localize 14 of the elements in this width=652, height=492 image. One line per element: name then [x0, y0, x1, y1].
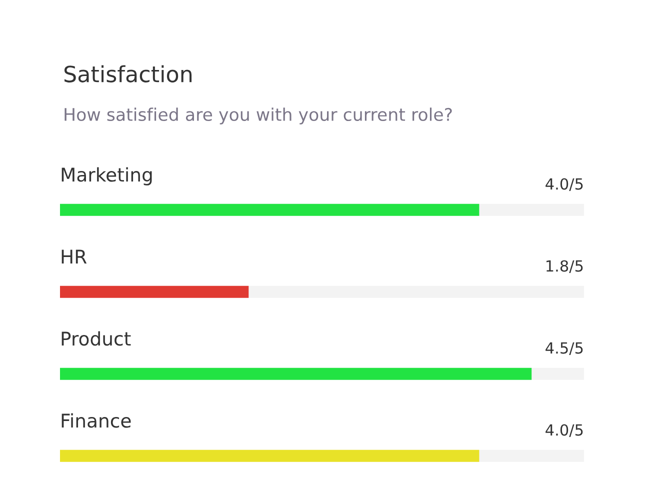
y-tick-label: HR [62, 250, 87, 264]
data-label: 1.8 [546, 260, 568, 272]
annotation: /5 [569, 178, 583, 191]
annotation: /5 [569, 424, 583, 437]
chart-title: Satisfaction [64, 65, 192, 82]
data-label: 4.0 [546, 424, 568, 436]
data-label: 4.5 [546, 342, 568, 354]
y-tick-label: Marketing [62, 167, 152, 186]
y-tick-label: Product [62, 331, 131, 346]
annotation: /5 [569, 342, 583, 355]
chart-subtitle: How satisfied are you with your current role? [64, 108, 452, 124]
y-tick-label: Finance [62, 413, 131, 428]
data-label: 4.0 [546, 178, 568, 190]
annotation: /5 [569, 260, 583, 273]
